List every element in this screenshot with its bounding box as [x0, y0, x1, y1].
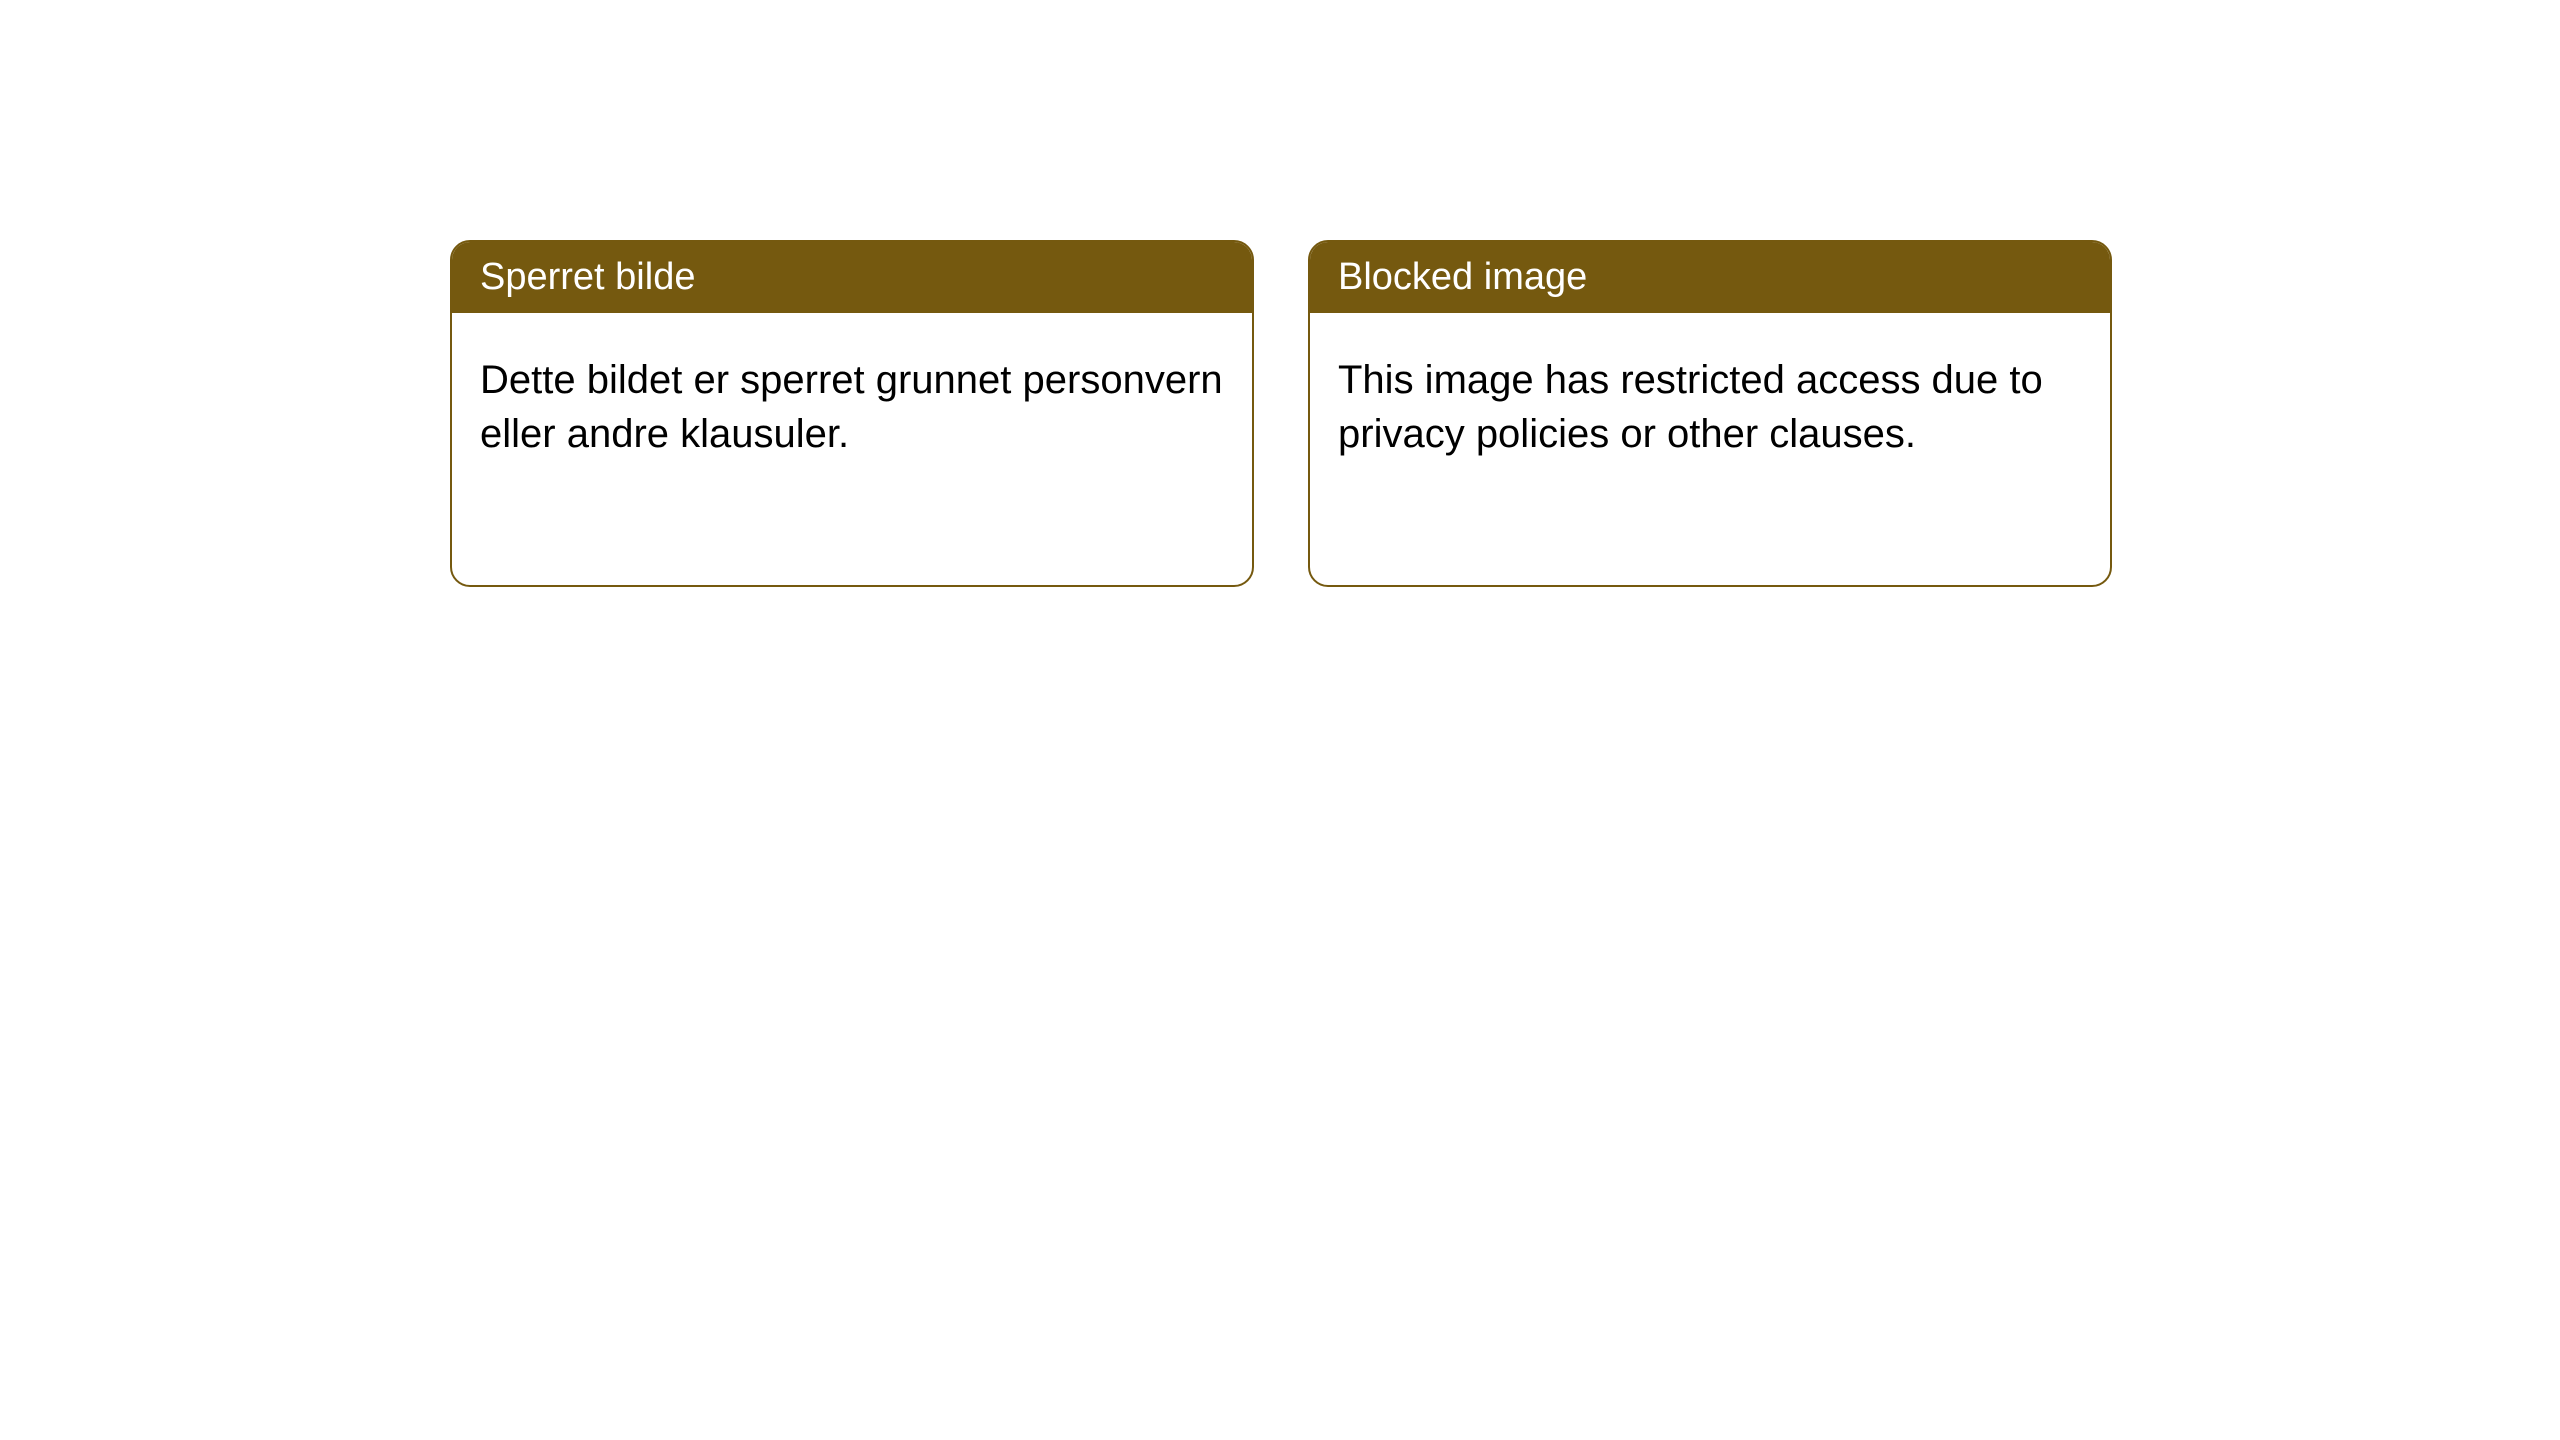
notice-cards-container: Sperret bilde Dette bildet er sperret gr… — [450, 240, 2560, 587]
card-header: Blocked image — [1310, 242, 2110, 313]
notice-card-norwegian: Sperret bilde Dette bildet er sperret gr… — [450, 240, 1254, 587]
card-body-text: Dette bildet er sperret grunnet personve… — [480, 358, 1223, 456]
card-body: Dette bildet er sperret grunnet personve… — [452, 313, 1252, 585]
card-header-text: Sperret bilde — [480, 256, 695, 298]
card-body-text: This image has restricted access due to … — [1338, 358, 2043, 456]
card-header: Sperret bilde — [452, 242, 1252, 313]
card-header-text: Blocked image — [1338, 256, 1587, 298]
card-body: This image has restricted access due to … — [1310, 313, 2110, 585]
notice-card-english: Blocked image This image has restricted … — [1308, 240, 2112, 587]
